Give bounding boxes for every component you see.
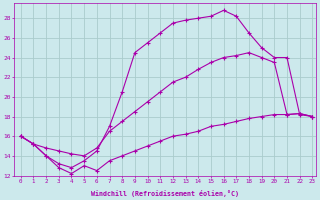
X-axis label: Windchill (Refroidissement éolien,°C): Windchill (Refroidissement éolien,°C) xyxy=(91,190,239,197)
